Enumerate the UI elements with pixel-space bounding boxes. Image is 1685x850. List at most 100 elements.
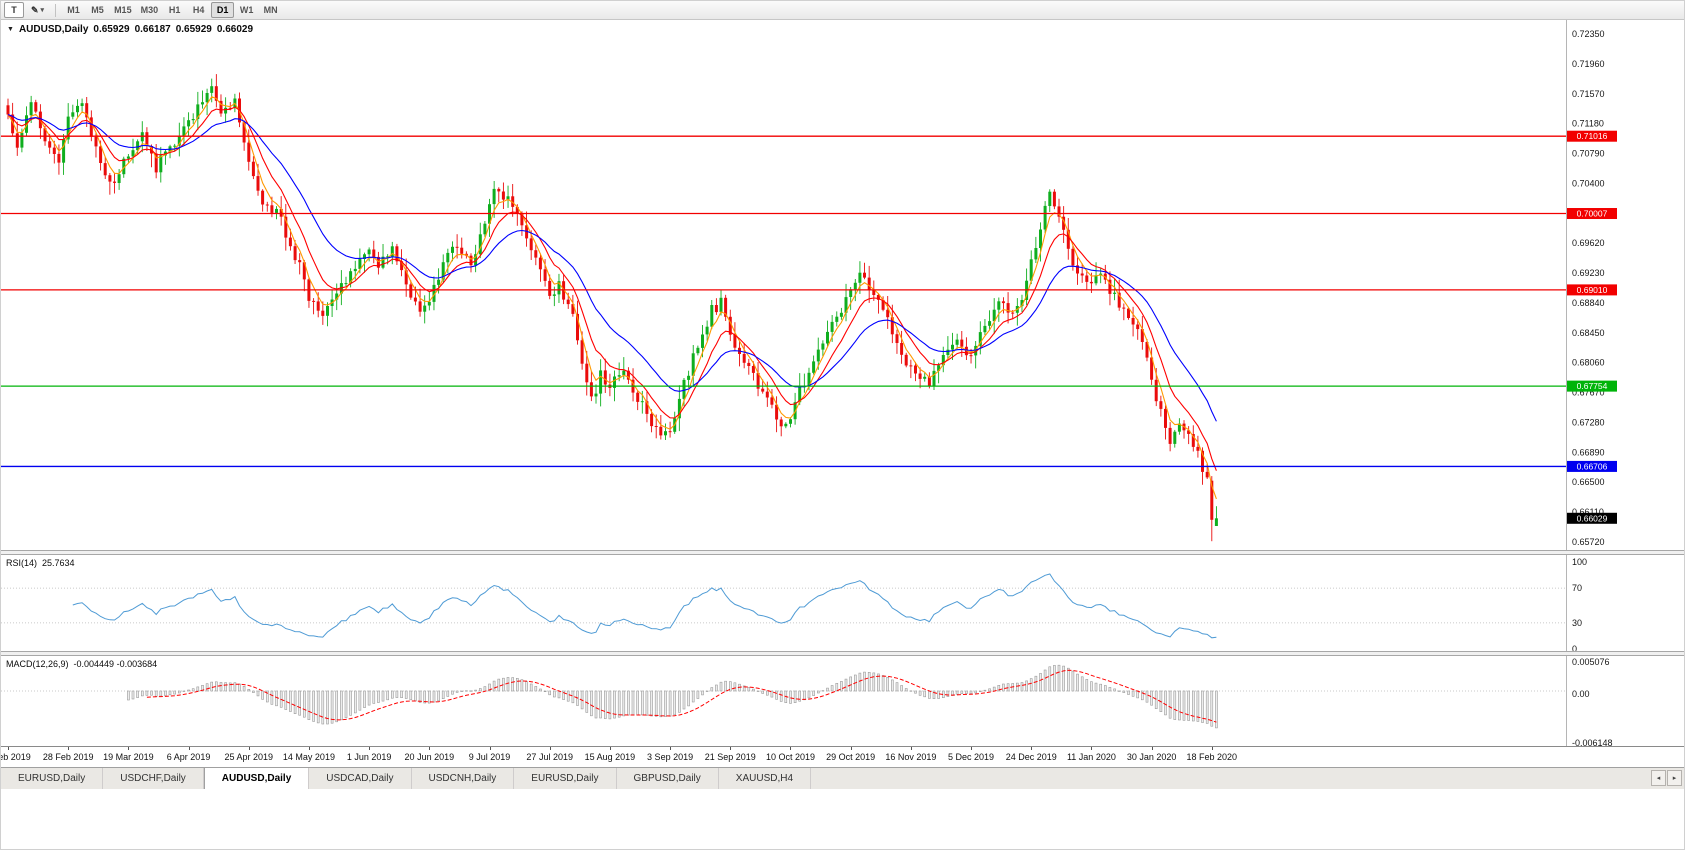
panel-divider[interactable] — [1, 651, 1684, 656]
current-price-label: 0.66029 — [1577, 513, 1608, 523]
date-label: 18 Feb 2020 — [1186, 752, 1238, 762]
svg-text:0.66890: 0.66890 — [1572, 447, 1605, 457]
date-label: 28 Feb 2019 — [42, 752, 94, 762]
svg-text:0.71960: 0.71960 — [1572, 59, 1605, 69]
svg-text:0.67280: 0.67280 — [1572, 417, 1605, 427]
date-tick — [850, 747, 852, 750]
svg-text:0.005076: 0.005076 — [1572, 657, 1610, 667]
draw-tool-button[interactable]: ✎ ▾ — [26, 2, 49, 18]
date-label: 27 Jul 2019 — [526, 752, 573, 762]
svg-text:0.00: 0.00 — [1572, 689, 1590, 699]
panel-divider[interactable] — [1, 550, 1684, 555]
svg-text:0.66500: 0.66500 — [1572, 477, 1605, 487]
ma-line-slow-blue — [7, 113, 1217, 422]
date-tick — [1151, 747, 1153, 750]
ma-line-fast-orange — [7, 96, 1217, 500]
timeframe-button-h4[interactable]: H4 — [187, 2, 210, 18]
svg-text:0.70790: 0.70790 — [1572, 149, 1605, 159]
svg-text:0.70400: 0.70400 — [1572, 178, 1605, 188]
price-badge-label: 0.71016 — [1577, 131, 1608, 141]
toolbar-separator — [55, 3, 57, 17]
timeframe-button-m30[interactable]: M30 — [137, 2, 163, 18]
chart-tab-2-audusd-daily[interactable]: AUDUSD,Daily — [203, 768, 310, 789]
svg-text:0.66110: 0.66110 — [1572, 507, 1604, 517]
date-tick — [8, 747, 9, 750]
rsi-indicator-panel[interactable]: 100 70 30 0 — [1, 555, 1685, 651]
pencil-icon: ✎ — [31, 4, 39, 15]
current-price-badge — [1567, 512, 1617, 524]
timeframe-button-mn[interactable]: MN — [259, 2, 282, 18]
date-label: 20 Jun 2019 — [404, 752, 455, 762]
chart-tab-0-eurusd-daily[interactable]: EURUSD,Daily — [1, 768, 104, 789]
chart-tab-6-gbpusd-daily[interactable]: GBPUSD,Daily — [617, 768, 719, 789]
timeframe-button-m5[interactable]: M5 — [86, 2, 109, 18]
date-label: 19 Mar 2019 — [103, 752, 154, 762]
main-price-chart[interactable]: 0.72350 0.71960 0.71570 0.71180 0.70790 0.704… — [1, 20, 1685, 550]
date-label: 11 Jan 2020 — [1066, 752, 1116, 762]
date-label: 6 Apr 2019 — [166, 752, 211, 762]
tabs-scroll-right-button[interactable]: ▸ — [1667, 770, 1682, 786]
chart-tab-bar: EURUSD,Daily USDCHF,Daily AUDUSD,Daily USDC… — [1, 767, 1684, 789]
svg-text:0.68060: 0.68060 — [1572, 358, 1605, 368]
tabs-scroll-left-button[interactable]: ◂ — [1651, 770, 1666, 786]
chart-tab-4-usdcnh-daily[interactable]: USDCNH,Daily — [412, 768, 515, 789]
date-label: 14 May 2019 — [282, 752, 335, 762]
date-label: 24 Dec 2019 — [1005, 752, 1057, 762]
price-badge-label: 0.70007 — [1577, 209, 1608, 219]
svg-text:-0.006148: -0.006148 — [1572, 738, 1613, 746]
date-tick — [1211, 747, 1213, 750]
date-tick — [308, 747, 310, 750]
macd-indicator-panel[interactable]: 0.005076 0.00 -0.006148 — [1, 656, 1685, 746]
timeframe-buttons: M1 M5 M15 M30 H1 H4 D1 W1 MN — [62, 2, 282, 18]
svg-text:0.67670: 0.67670 — [1572, 388, 1605, 398]
price-badge-label: 0.66706 — [1577, 461, 1608, 471]
date-label: 1 Jun 2019 — [346, 752, 392, 762]
price-badge-label: 0.69010 — [1577, 285, 1608, 295]
date-label: 30 Jan 2020 — [1126, 752, 1177, 762]
date-tick — [971, 747, 973, 750]
rsi-axis-labels: 100 70 30 0 — [1572, 557, 1587, 651]
svg-text:0.65720: 0.65720 — [1572, 537, 1605, 547]
chart-tab-7-xauusd-h4[interactable]: XAUUSD,H4 — [719, 768, 812, 789]
price-badge — [1567, 460, 1617, 472]
date-label: 16 Nov 2019 — [885, 752, 937, 762]
chart-tab-5-eurusd-daily[interactable]: EURUSD,Daily — [514, 768, 617, 789]
text-tool-button[interactable]: T — [4, 2, 24, 18]
price-badge-label: 0.67754 — [1577, 381, 1608, 391]
date-tick — [1031, 747, 1033, 750]
timeframe-button-m1[interactable]: M1 — [62, 2, 85, 18]
date-tick — [609, 747, 611, 750]
macd-histogram — [127, 664, 1218, 729]
toolbar: T ✎ ▾ M1 M5 M15 M30 H1 H4 D1 W1 MN — [1, 1, 1684, 20]
chart-tab-1-usdchf-daily[interactable]: USDCHF,Daily — [103, 768, 204, 789]
date-label: 9 Jul 2019 — [468, 752, 511, 762]
svg-text:70: 70 — [1572, 583, 1582, 593]
date-label: 3 Sep 2019 — [647, 752, 694, 762]
date-tick — [489, 747, 491, 750]
date-label: 10 Oct 2019 — [765, 752, 815, 762]
date-tick — [730, 747, 732, 750]
dropdown-arrow-icon: ▾ — [40, 7, 45, 14]
timeframe-button-m15[interactable]: M15 — [110, 2, 136, 18]
date-tick — [670, 747, 672, 750]
price-badge — [1567, 284, 1617, 296]
date-tick — [790, 747, 792, 750]
date-tick — [910, 747, 912, 750]
macd-signal-line — [146, 669, 1217, 723]
date-tick — [248, 747, 250, 750]
svg-text:0.71180: 0.71180 — [1572, 119, 1604, 129]
price-badge — [1567, 208, 1617, 220]
chart-tabs: EURUSD,Daily USDCHF,Daily AUDUSD,Daily USDC… — [1, 768, 812, 789]
price-badge — [1567, 130, 1617, 142]
timeframe-button-w1[interactable]: W1 — [235, 2, 258, 18]
date-axis: 9 Feb 2019 28 Feb 2019 19 Mar 2019 6 Apr 20… — [1, 746, 1684, 767]
chart-tab-3-usdcad-daily[interactable]: USDCAD,Daily — [309, 768, 412, 789]
date-label: 5 Dec 2019 — [948, 752, 995, 762]
date-tick — [369, 747, 371, 750]
rsi-line — [72, 573, 1217, 639]
timeframe-button-d1[interactable]: D1 — [211, 2, 235, 18]
date-label: 9 Feb 2019 — [1, 752, 31, 762]
timeframe-button-h1[interactable]: H1 — [163, 2, 186, 18]
date-tick — [1091, 747, 1093, 750]
